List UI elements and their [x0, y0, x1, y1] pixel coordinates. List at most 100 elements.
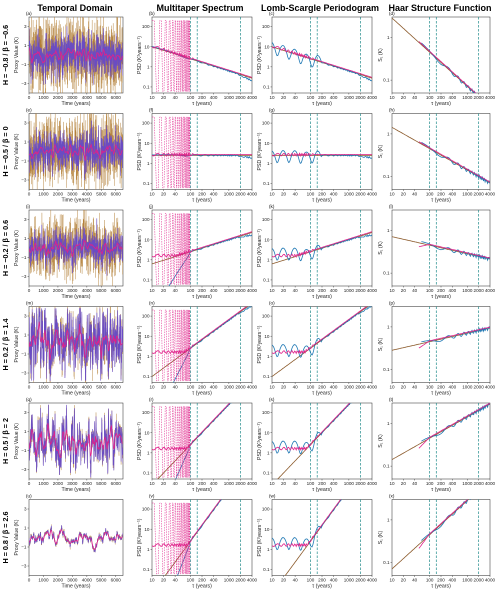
proxy-spikes [152, 502, 191, 575]
x-tick-label: 200 [198, 95, 206, 100]
spectrum-estimate [172, 306, 252, 383]
x-tick-label: 3000 [67, 288, 78, 293]
x-tick-label: 20 [401, 192, 407, 197]
x-axis-label: τ (years) [312, 294, 332, 300]
y-tick-label: 1 [387, 324, 390, 329]
y-tick-label: 100 [142, 217, 150, 222]
x-axis-label: τ (years) [192, 584, 212, 590]
y-tick-label: −3 [21, 178, 27, 183]
x-axis-label: τ (years) [431, 391, 451, 397]
y-tick-label: 1 [147, 64, 150, 69]
spectrum-estimate [152, 153, 252, 159]
panel-letter: (c) [269, 11, 275, 16]
panel-letter: (d) [389, 11, 395, 16]
y-axis-label: S₁ (K) [378, 144, 384, 158]
y-axis-label: Proxy Value (K) [14, 423, 20, 459]
y-axis-label: PSD (K²years⁻¹) [257, 229, 263, 267]
x-tick-label: 200 [437, 385, 445, 390]
x-tick-label: 1000 [462, 192, 473, 197]
panel-plot-area [392, 17, 480, 93]
x-tick-label: 1000 [344, 192, 355, 197]
panel-plot-area [152, 499, 241, 576]
x-tick-label: 4000 [247, 192, 258, 197]
y-tick-label: 100 [142, 121, 150, 126]
panel-letter: (t) [389, 397, 394, 402]
reference-line [392, 17, 476, 93]
x-tick-label: 10 [269, 578, 275, 583]
y-tick-label: 0.1 [143, 278, 150, 283]
spectrum-estimate [272, 403, 352, 455]
haar-proxy [418, 141, 490, 183]
x-tick-label: 10 [269, 288, 275, 293]
x-tick-label: 1000 [462, 385, 473, 390]
y-tick-label: 1 [24, 429, 27, 434]
panel-letter: (n) [149, 301, 155, 306]
x-axis-label: Time (years) [62, 584, 91, 590]
x-tick-label: 0 [28, 481, 31, 486]
x-tick-label: 40 [293, 578, 299, 583]
x-tick-label: 2000 [474, 578, 485, 583]
x-tick-label: 200 [437, 288, 445, 293]
panel-frame [391, 499, 491, 576]
x-tick-label: 1000 [344, 288, 355, 293]
x-tick-label: 2000 [53, 578, 64, 583]
panel-letter: (r) [149, 397, 154, 402]
y-tick-label: 1 [267, 547, 270, 552]
x-tick-label: 100 [187, 288, 195, 293]
x-tick-label: 4000 [247, 385, 258, 390]
y-tick-label: 1 [267, 354, 270, 359]
spectrum-estimate [177, 499, 222, 576]
x-tick-label: 40 [173, 385, 179, 390]
panel-r4-c1: (m) 0 1000 2000 3000 4000 5000 6000 −3 −1 1 3 Time (… [14, 301, 124, 397]
smoothed-series [29, 143, 123, 161]
x-tick-label: 10 [389, 481, 395, 486]
x-tick-label: 2000 [355, 95, 366, 100]
x-tick-label: 5000 [96, 192, 107, 197]
x-tick-label: 1000 [462, 288, 473, 293]
col-title-multitaper: Multitaper Spectrum [156, 3, 243, 13]
y-axis-label: S₁ (K) [378, 530, 384, 544]
panel-letter: (o) [269, 301, 275, 306]
y-tick-label: 0.1 [143, 85, 150, 90]
x-tick-label: 2000 [355, 481, 366, 486]
x-tick-label: 4000 [247, 95, 258, 100]
x-tick-label: 20 [401, 288, 407, 293]
panel-plot-area [272, 17, 372, 93]
x-tick-label: 0 [28, 288, 31, 293]
x-tick-label: 200 [437, 578, 445, 583]
haar-estimate [421, 141, 490, 185]
x-tick-label: 4000 [485, 481, 496, 486]
panel-letter: (l) [389, 204, 394, 209]
col-title-temporal: Temporal Domain [37, 3, 112, 13]
y-tick-label: 1 [267, 161, 270, 166]
y-tick-label: −3 [21, 467, 27, 472]
y-tick-label: 1 [387, 421, 390, 426]
y-tick-label: 0.1 [383, 367, 390, 372]
x-tick-label: 4000 [485, 192, 496, 197]
y-tick-label: 1 [24, 140, 27, 145]
true-series [29, 308, 123, 381]
x-tick-label: 400 [449, 385, 457, 390]
x-axis-label: τ (years) [431, 198, 451, 204]
panel-plot-area [29, 17, 123, 93]
x-tick-label: 400 [449, 481, 457, 486]
y-tick-label: 1 [387, 228, 390, 233]
panel-r2-c1: (e) 0 1000 2000 3000 4000 5000 6000 −3 −1 1 3 Time (… [14, 108, 124, 204]
panel-plot-area [152, 113, 252, 190]
x-tick-label: 400 [330, 385, 338, 390]
x-tick-label: 2000 [355, 385, 366, 390]
y-tick-label: 10 [264, 237, 270, 242]
x-tick-label: 200 [437, 192, 445, 197]
x-tick-label: 20 [161, 578, 167, 583]
proxy-spectrum [272, 499, 342, 548]
x-tick-label: 40 [412, 481, 418, 486]
x-tick-label: 10 [149, 385, 155, 390]
x-tick-label: 200 [318, 192, 326, 197]
x-tick-label: 4000 [82, 95, 93, 100]
x-tick-label: 400 [210, 288, 218, 293]
x-tick-label: 100 [426, 95, 434, 100]
